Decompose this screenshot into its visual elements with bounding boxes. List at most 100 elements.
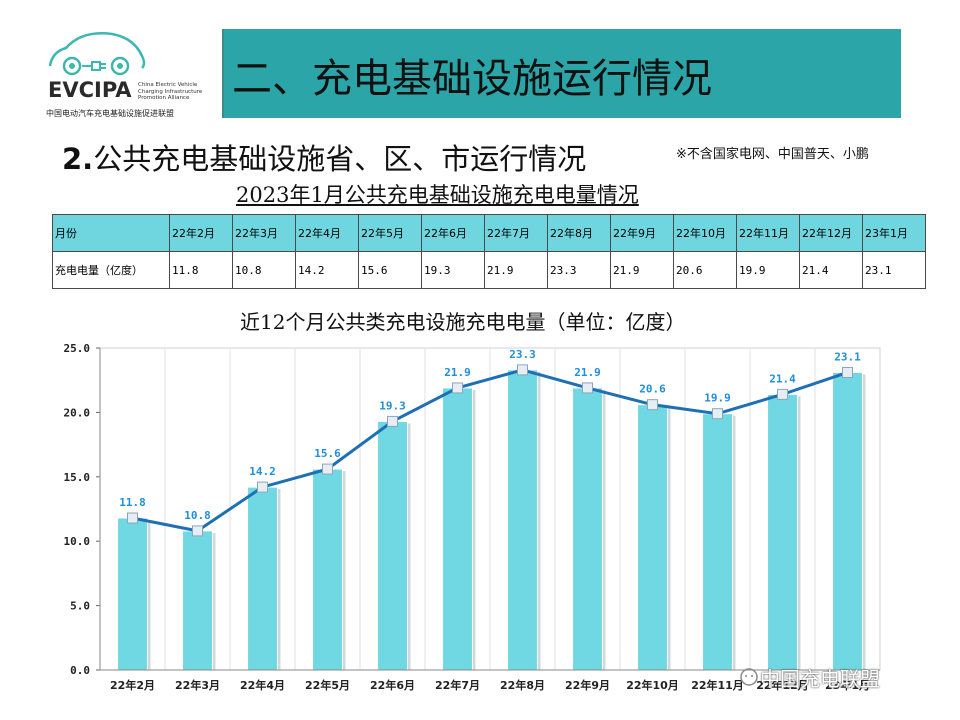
- data-label: 19.3: [379, 399, 406, 412]
- table-title: 2023年1月公共充电基础设施充电电量情况: [236, 183, 639, 207]
- data-label: 23.1: [834, 350, 861, 363]
- section-title: 2.公共充电基础设施省、区、市运行情况: [62, 136, 586, 178]
- data-label: 19.9: [704, 392, 731, 405]
- data-label: 21.4: [769, 372, 796, 385]
- table-value-cell: 21.4: [799, 251, 863, 289]
- chart-title: 近12个月公共类充电设施充电电量（单位：亿度）: [240, 310, 686, 334]
- y-tick-label: 25.0: [64, 342, 91, 355]
- table-value-cell: 21.9: [484, 251, 548, 289]
- bar: [832, 371, 863, 671]
- table-value-cell: 19.9: [736, 251, 800, 289]
- x-tick-label: 22年9月: [565, 678, 610, 692]
- x-tick-label: 22年8月: [500, 678, 545, 692]
- bar: [247, 486, 278, 671]
- x-tick-label: 23年1月: [825, 678, 870, 692]
- x-tick-label: 22年10月: [626, 678, 679, 692]
- section-title-text: 公共充电基础设施省、区、市运行情况: [93, 142, 587, 176]
- table-month-cell: 22年9月: [610, 214, 674, 252]
- table-month-cell: 22年8月: [547, 214, 611, 252]
- bar: [312, 468, 343, 671]
- y-tick-label: 20.0: [64, 406, 91, 419]
- table-row-label-volume: 充电电量（亿度）: [52, 251, 170, 289]
- y-tick-label: 0.0: [70, 664, 90, 677]
- bar: [377, 420, 408, 671]
- table-month-cell: 22年11月: [736, 214, 800, 252]
- bar: [637, 404, 668, 671]
- line-marker: [842, 366, 853, 378]
- table-value-row: 充电电量（亿度） 11.8 10.8 14.2 15.6 19.3 21.9 2…: [52, 251, 926, 289]
- data-label: 23.3: [509, 348, 536, 361]
- table-value-cell: 14.2: [295, 251, 359, 289]
- x-tick-label: 22年5月: [305, 678, 350, 692]
- table-month-cell: 22年7月: [484, 214, 548, 252]
- x-tick-label: 22年3月: [175, 678, 220, 692]
- line-marker: [647, 399, 658, 411]
- wechat-icon: [740, 668, 758, 686]
- line-marker: [582, 382, 593, 394]
- bar: [117, 517, 148, 671]
- logo-wordmark: EVCIPA: [48, 78, 132, 102]
- data-label: 15.6: [314, 447, 341, 460]
- line-marker: [192, 525, 203, 537]
- data-label: 14.2: [249, 465, 276, 478]
- data-label: 10.8: [184, 509, 211, 522]
- data-label: 20.6: [639, 383, 666, 396]
- table-value-cell: 23.3: [547, 251, 611, 289]
- line-marker: [127, 512, 138, 524]
- line-marker: [452, 382, 463, 394]
- table-month-cell: 22年5月: [358, 214, 422, 252]
- table-month-cell: 22年6月: [421, 214, 485, 252]
- watermark: 中国充电联盟: [760, 667, 880, 691]
- table-value-cell: 19.3: [421, 251, 485, 289]
- table-month-cell: 22年3月: [232, 214, 296, 252]
- x-tick-label: 22年7月: [435, 678, 480, 692]
- bar: [767, 393, 798, 671]
- line-marker: [322, 463, 333, 475]
- bar: [442, 387, 473, 671]
- section-note: ※不含国家电网、中国普天、小鹏: [676, 147, 869, 162]
- x-tick-label: 22年4月: [240, 678, 285, 692]
- table-row-label-month: 月份: [52, 214, 170, 252]
- table-month-cell: 23年1月: [862, 214, 926, 252]
- monthly-charging-chart: 0.0 5.0 10.0 15.0 20.0 25.0 11.8 10.8 14.2 15.6 19…: [64, 342, 881, 692]
- table-month-cell: 22年10月: [673, 214, 737, 252]
- x-tick-label: 22年6月: [370, 678, 415, 692]
- section-number: 2.: [62, 142, 94, 176]
- x-tick-label: 22年11月: [691, 678, 744, 692]
- table-value-cell: 21.9: [610, 251, 674, 289]
- car-plug-icon: [48, 32, 146, 76]
- charging-volume-table: 月份 22年2月 22年3月 22年4月 22年5月 22年6月 22年7月 2…: [52, 214, 926, 289]
- table-value-cell: 15.6: [358, 251, 422, 289]
- y-tick-label: 15.0: [64, 471, 91, 484]
- table-value-cell: 23.1: [862, 251, 926, 289]
- x-tick-label: 22年2月: [110, 678, 155, 692]
- line-marker: [387, 415, 398, 427]
- header-banner: 二、充电基础设施运行情况: [222, 29, 901, 118]
- bar: [182, 530, 213, 671]
- table-month-cell: 22年12月: [799, 214, 863, 252]
- table-value-cell: 10.8: [232, 251, 296, 289]
- table-value-cell: 11.8: [169, 251, 233, 289]
- data-label: 21.9: [574, 366, 601, 379]
- logo-chinese-name: 中国电动汽车充电基础设施促进联盟: [46, 109, 174, 118]
- data-label: 11.8: [119, 496, 146, 509]
- bar: [572, 387, 603, 671]
- line-marker: [712, 408, 723, 420]
- line-marker: [257, 481, 268, 493]
- line-marker: [517, 364, 528, 376]
- table-month-cell: 22年2月: [169, 214, 233, 252]
- evcipa-logo: EVCIPA China Electric Vehicle Charging I…: [42, 26, 212, 122]
- x-tick-label: 22年12月: [756, 678, 809, 692]
- line-marker: [777, 388, 788, 400]
- data-label: 21.9: [444, 366, 471, 379]
- logo-english-name: China Electric Vehicle Charging Infrastr…: [138, 82, 203, 101]
- series-line: [132, 368, 848, 533]
- table-month-cell: 22年4月: [295, 214, 359, 252]
- page-title: 二、充电基础设施运行情况: [232, 56, 712, 102]
- bar: [507, 369, 538, 671]
- bar: [702, 413, 733, 671]
- table-header-row: 月份 22年2月 22年3月 22年4月 22年5月 22年6月 22年7月 2…: [52, 214, 926, 252]
- y-tick-label: 10.0: [64, 535, 91, 548]
- y-tick-label: 5.0: [70, 600, 90, 613]
- table-value-cell: 20.6: [673, 251, 737, 289]
